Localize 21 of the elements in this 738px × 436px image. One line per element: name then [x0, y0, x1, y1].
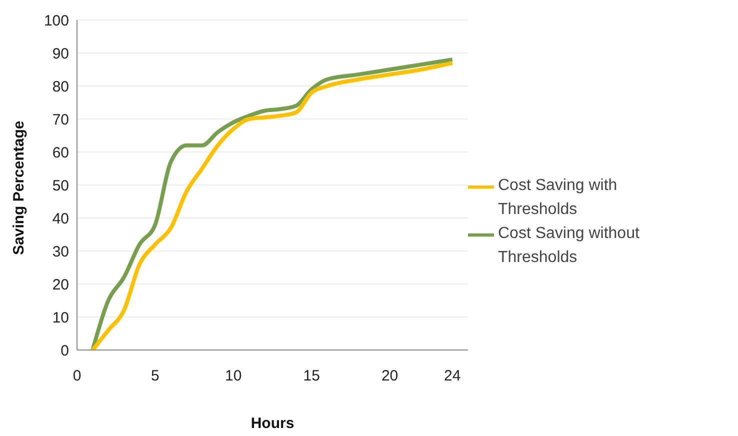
x-tick-label: 15: [303, 368, 320, 385]
legend-label: Cost Saving with Thresholds: [498, 176, 618, 220]
legend-label: Cost Saving without Thresholds: [498, 224, 640, 268]
x-tick-label: 20: [381, 368, 398, 385]
x-tick-label: 24: [444, 368, 461, 385]
y-tick-label: 20: [52, 276, 69, 294]
y-tick-label: 0: [60, 342, 69, 360]
y-tick-label: 10: [52, 309, 69, 326]
y-tick-label: 30: [52, 243, 69, 260]
y-tick-label: 90: [52, 45, 69, 62]
y-tick-label: 80: [52, 78, 69, 96]
y-tick-label: 100: [44, 12, 69, 30]
y-tick-label: 60: [52, 144, 69, 162]
x-tick-label: 5: [151, 368, 160, 385]
x-axis-title: Hours: [250, 415, 294, 432]
x-tick-label: 0: [72, 368, 82, 385]
y-axis-title: Saving Percentage: [10, 120, 28, 255]
y-tick-label: 70: [52, 111, 69, 128]
y-tick-label: 50: [52, 177, 69, 194]
y-tick-label: 40: [52, 210, 69, 228]
x-tick-label: 10: [225, 368, 242, 385]
